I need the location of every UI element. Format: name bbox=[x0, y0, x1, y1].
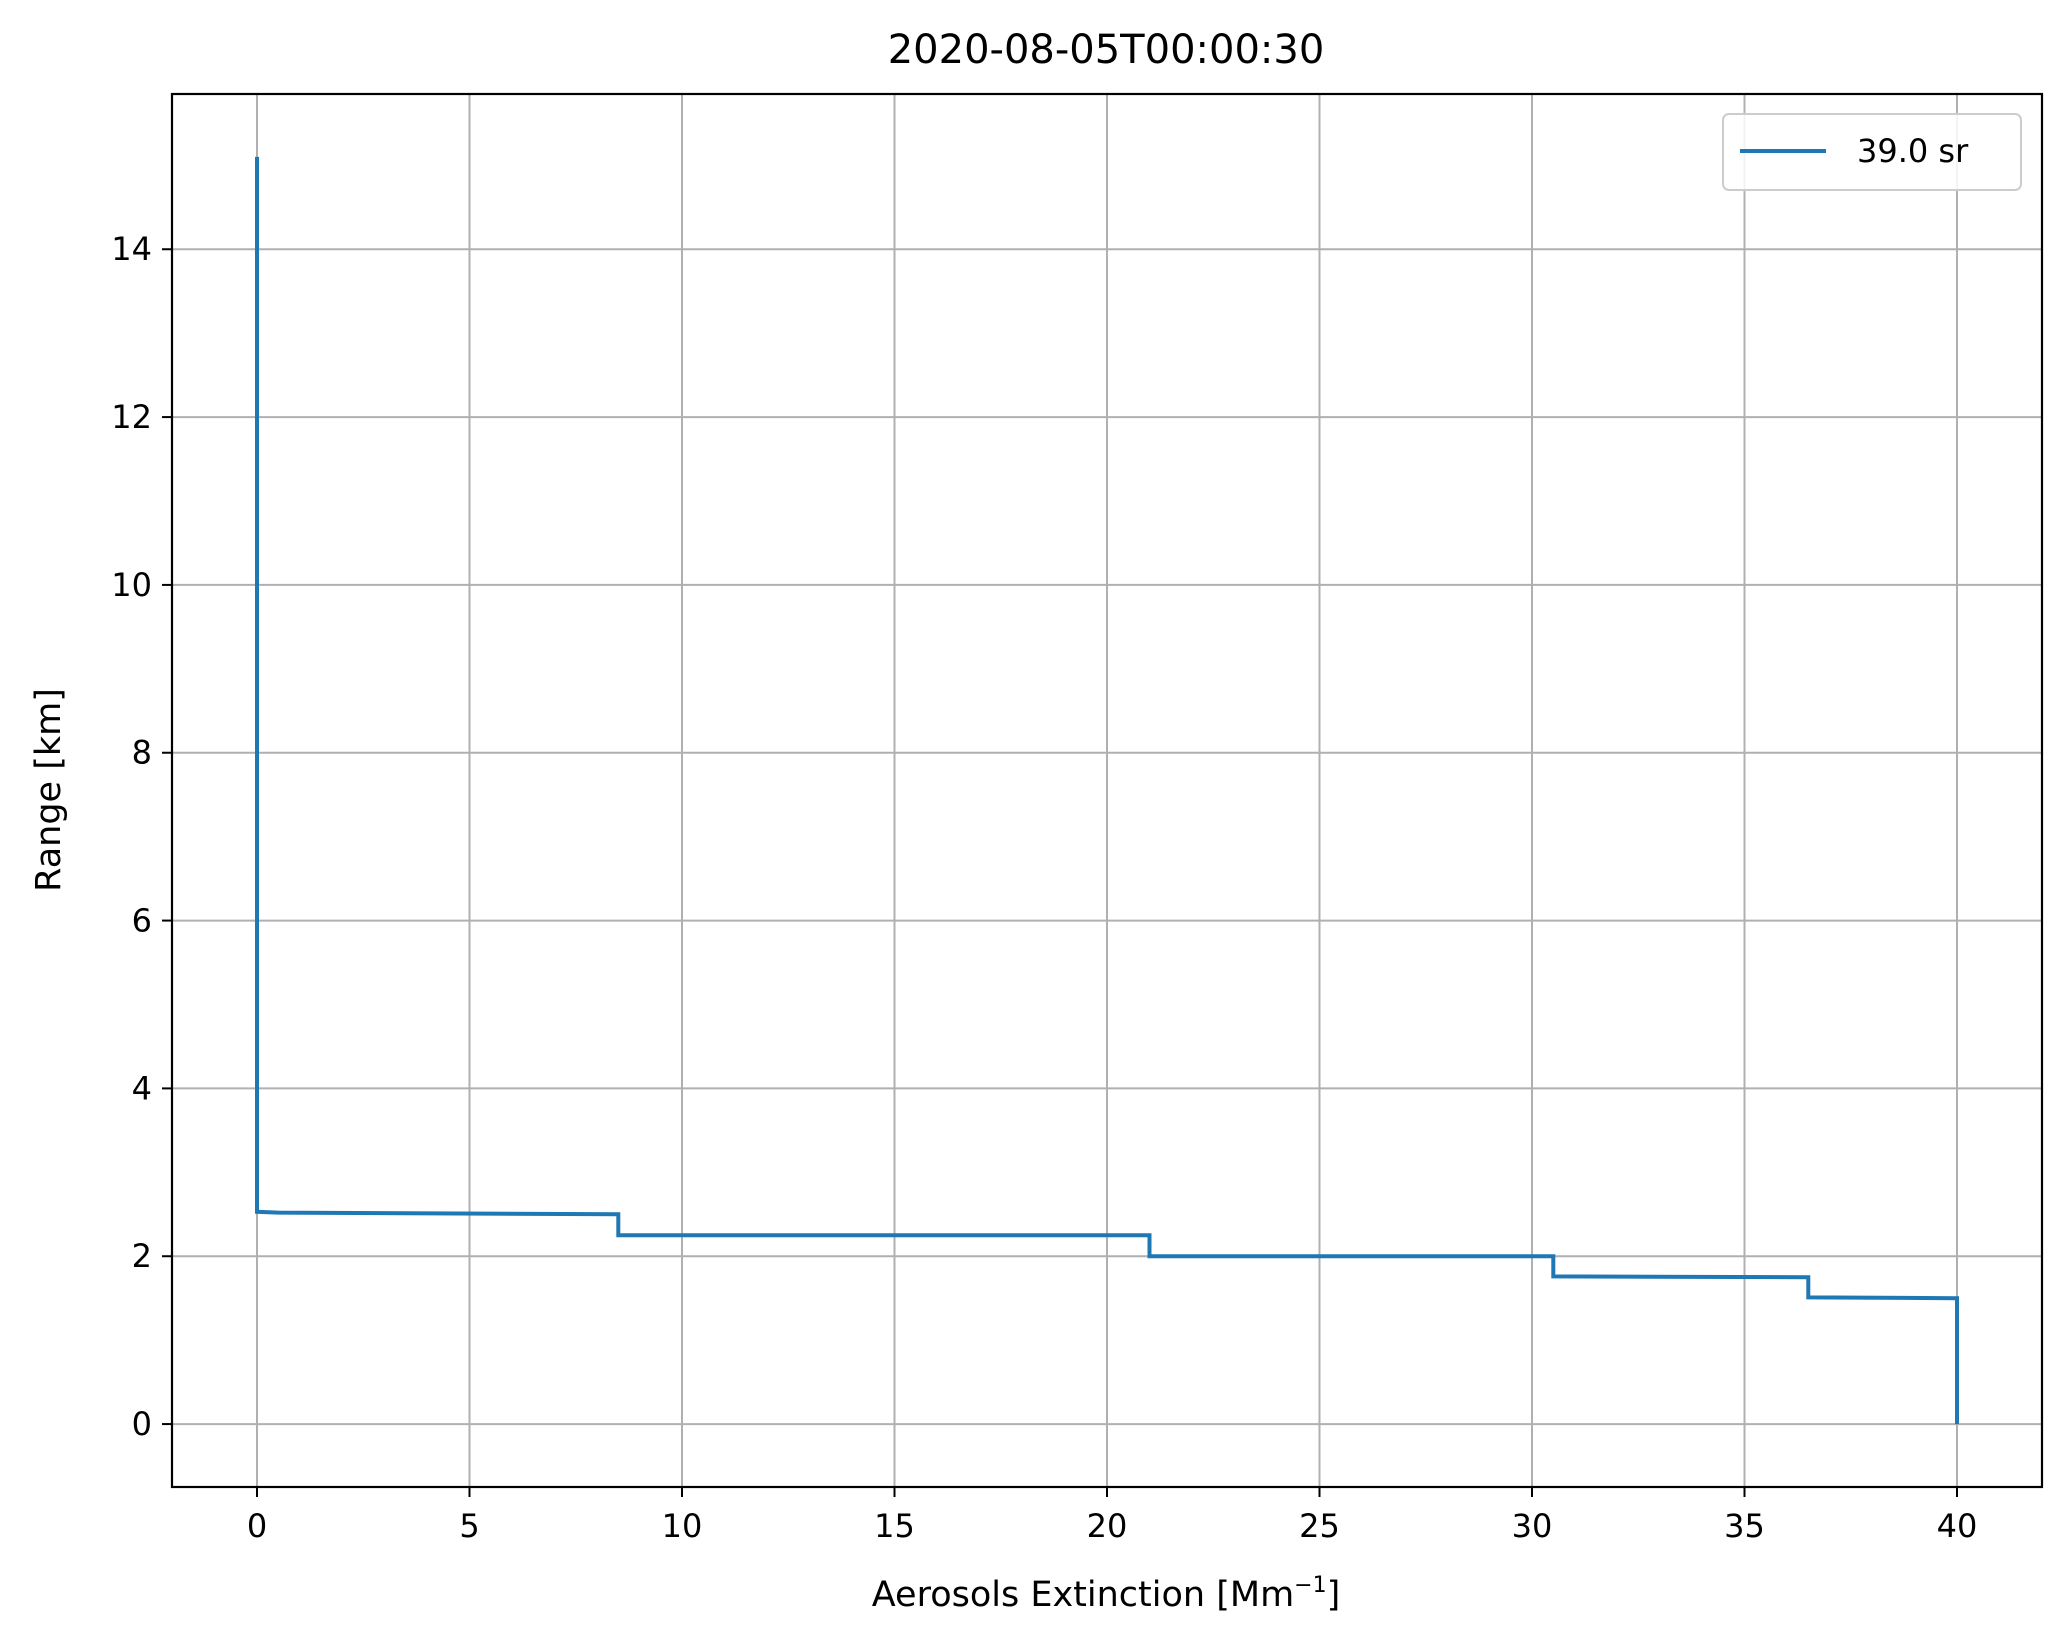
y-tick-label: 4 bbox=[132, 1069, 152, 1107]
x-tick-label: 10 bbox=[662, 1507, 703, 1545]
series-line bbox=[255, 156, 1959, 1425]
x-axis-title-main: Aerosols Extinction [Mm bbox=[872, 1575, 1294, 1615]
legend: 39.0 sr bbox=[1722, 113, 2022, 191]
y-tick-label: 2 bbox=[132, 1237, 152, 1275]
legend-label: 39.0 sr bbox=[1857, 132, 1969, 170]
x-axis-title: Aerosols Extinction [Mm−1] bbox=[872, 1573, 1341, 1615]
y-tick-label: 12 bbox=[111, 398, 152, 436]
y-tick-label: 0 bbox=[132, 1405, 152, 1443]
x-tick-label: 25 bbox=[1299, 1507, 1340, 1545]
chart-title: 2020-08-05T00:00:30 bbox=[888, 27, 1325, 73]
x-tick-label: 5 bbox=[459, 1507, 479, 1545]
x-tick-label: 40 bbox=[1937, 1507, 1978, 1545]
legend-box bbox=[1722, 113, 2022, 191]
y-tick-label: 6 bbox=[132, 902, 152, 940]
x-axis-title-superscript: −1 bbox=[1294, 1573, 1326, 1598]
y-axis-ticks: 0 2 4 6 8 10 12 14 bbox=[111, 230, 172, 1443]
x-tick-label: 0 bbox=[247, 1507, 267, 1545]
x-tick-label: 15 bbox=[874, 1507, 915, 1545]
y-tick-label: 10 bbox=[111, 566, 152, 604]
series-layer bbox=[255, 156, 1959, 1425]
x-tick-label: 35 bbox=[1724, 1507, 1765, 1545]
x-tick-label: 30 bbox=[1512, 1507, 1553, 1545]
y-tick-label: 14 bbox=[111, 230, 152, 268]
x-axis-title-suffix: ] bbox=[1327, 1575, 1341, 1615]
y-axis-title: Range [km] bbox=[29, 688, 69, 892]
grid bbox=[172, 94, 2042, 1487]
x-tick-label: 20 bbox=[1087, 1507, 1128, 1545]
x-axis-ticks: 0 5 10 15 20 25 30 35 40 bbox=[247, 1487, 1978, 1545]
y-tick-label: 8 bbox=[132, 734, 152, 772]
